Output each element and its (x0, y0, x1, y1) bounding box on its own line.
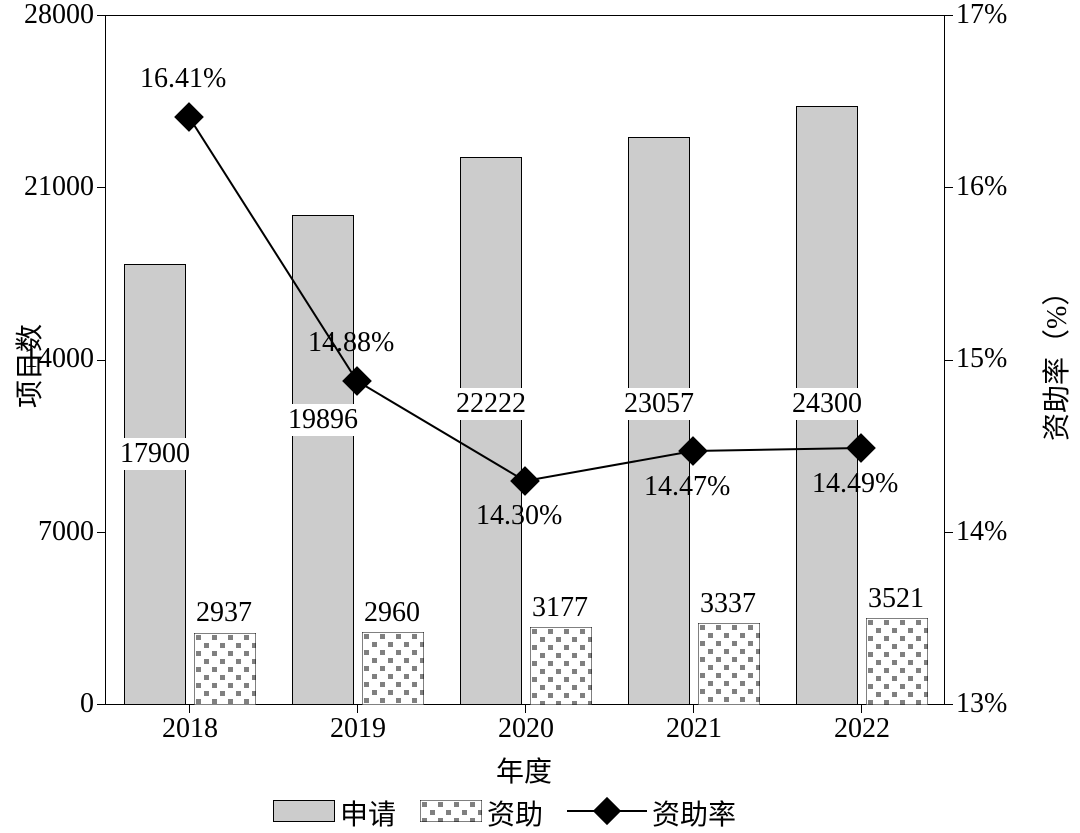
rate-value: 14.49% (812, 468, 898, 500)
x-tick-label: 2021 (666, 713, 722, 745)
y1-tick (97, 532, 105, 533)
y2-tick (945, 15, 953, 16)
x-tick-label: 2020 (498, 713, 554, 745)
y1-tick (97, 360, 105, 361)
legend-label-funded: 资助 (487, 793, 543, 833)
y1-tick-label: 28000 (24, 0, 94, 31)
x-tick-label: 2022 (834, 713, 890, 745)
legend-swatch-rate (567, 800, 647, 822)
legend-label-applications: 申请 (340, 793, 396, 833)
y2-tick-label: 16% (956, 171, 1007, 203)
y2-tick (945, 360, 953, 361)
y1-axis-title: 项目数 (8, 321, 48, 411)
y2-tick (945, 187, 953, 188)
y1-tick (97, 15, 105, 16)
y2-axis-title: 资助率（%） (1035, 291, 1075, 441)
legend-swatch-applications (273, 800, 335, 822)
legend-label-rate: 资助率 (652, 793, 736, 833)
rate-value: 16.41% (140, 63, 226, 95)
x-tick (693, 705, 694, 713)
y2-tick (945, 532, 953, 533)
rate-line (105, 15, 945, 705)
y2-tick-label: 15% (956, 343, 1007, 375)
y1-tick (97, 704, 105, 705)
rate-value: 14.88% (308, 327, 394, 359)
y2-tick-label: 14% (956, 516, 1007, 548)
x-tick (861, 705, 862, 713)
x-tick (357, 705, 358, 713)
legend-swatch-funded (420, 800, 482, 822)
x-tick-label: 2018 (162, 713, 218, 745)
y2-tick-label: 13% (956, 688, 1007, 720)
rate-value: 14.47% (644, 471, 730, 503)
y1-tick-label: 7000 (38, 516, 94, 548)
y1-tick (97, 187, 105, 188)
x-tick (525, 705, 526, 713)
y1-tick-label: 0 (80, 688, 94, 720)
x-axis-title: 年度 (496, 750, 552, 790)
y2-tick-label: 17% (956, 0, 1007, 31)
y2-tick (945, 704, 953, 705)
x-tick (189, 705, 190, 713)
chart-container: { "chart": { "type": "bar+line", "backgr… (0, 0, 1080, 833)
x-tick-label: 2019 (330, 713, 386, 745)
rate-value: 14.30% (476, 500, 562, 532)
y1-tick-label: 21000 (24, 171, 94, 203)
